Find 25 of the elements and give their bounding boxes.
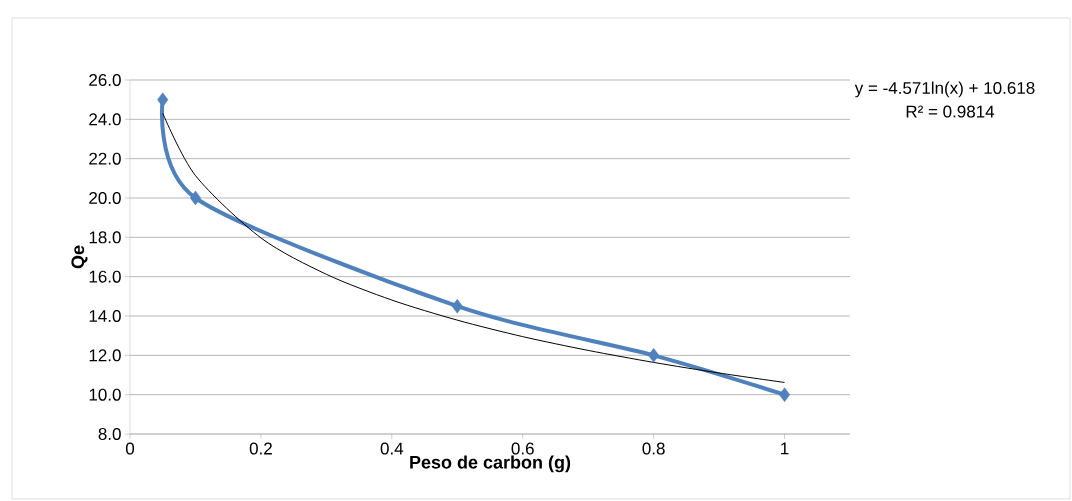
y-tick-label: 24.0 xyxy=(89,113,121,126)
y-tick-label: 10.0 xyxy=(89,388,121,401)
x-tick-label: 0.6 xyxy=(511,442,534,455)
text: R² = 0.9814 xyxy=(906,105,995,118)
point xyxy=(157,92,169,107)
point xyxy=(779,387,791,402)
y-tick-label: 14.0 xyxy=(89,309,121,323)
y-tick-label: 8.0 xyxy=(98,427,121,441)
x-tick-label: 0.8 xyxy=(642,442,665,455)
point xyxy=(648,348,660,363)
x-tick-label: 0.4 xyxy=(380,442,404,455)
y-tick-label: 26.0 xyxy=(89,73,121,87)
y-tick-label: 22.0 xyxy=(89,152,121,165)
point xyxy=(451,298,463,314)
text: y = -4.571ln(x) + 10.618 xyxy=(854,81,1035,98)
x-tick-label: 1 xyxy=(781,442,789,455)
y-tick-label: 12.0 xyxy=(89,349,121,362)
y-tick-label: 16.0 xyxy=(89,270,121,283)
y-axis-title: Qe xyxy=(71,245,88,269)
x-tick-label: 0 xyxy=(125,442,135,455)
y-tick-label: 20.0 xyxy=(89,191,121,205)
x-tick-label: 0.2 xyxy=(249,442,272,455)
y-tick-label: 18.0 xyxy=(89,231,121,244)
point xyxy=(189,190,201,206)
x-axis-title: Peso de carbon (g) xyxy=(410,455,571,473)
